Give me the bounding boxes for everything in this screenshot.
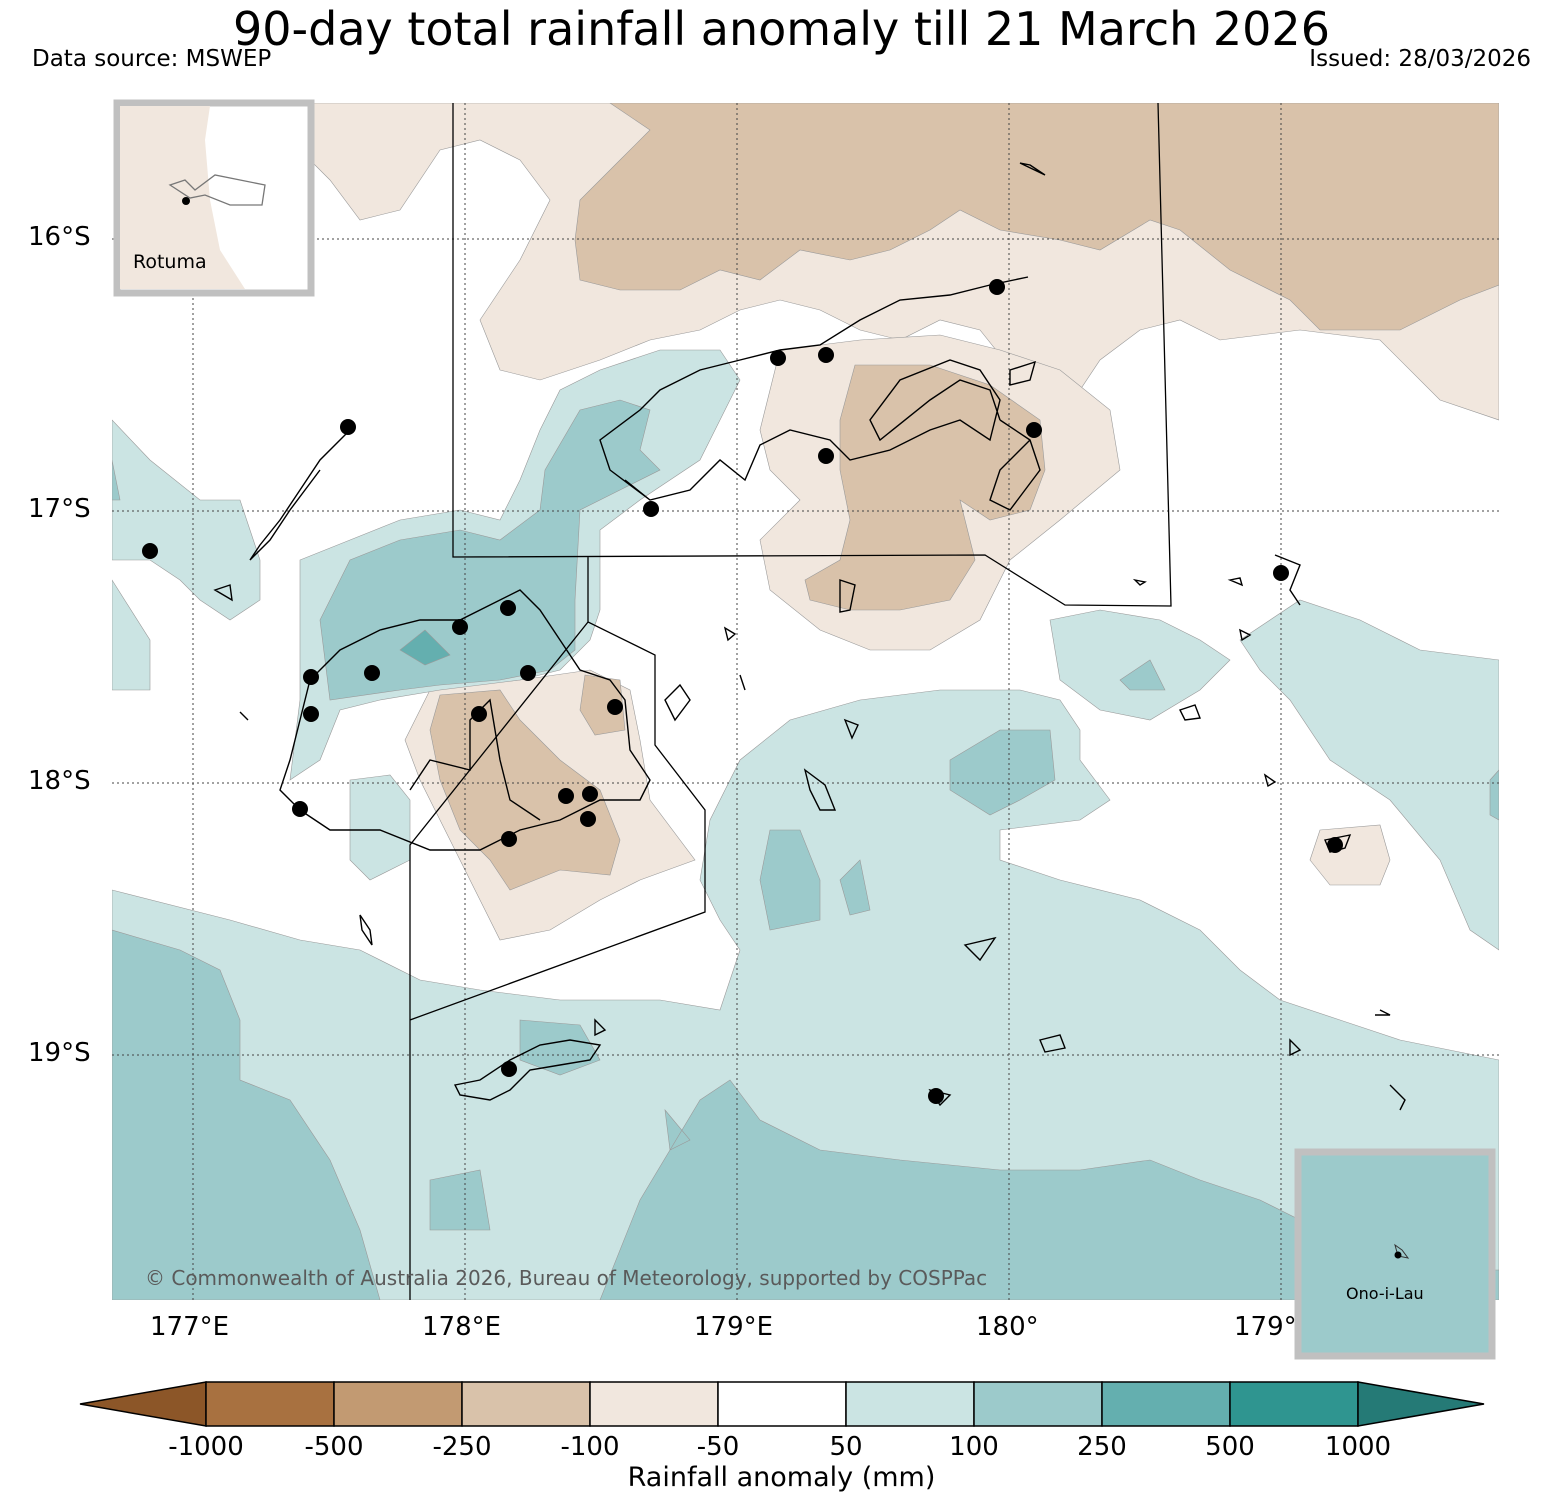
colorbar-extend-min	[79, 1381, 207, 1427]
issued-date-label: Issued: 28/03/2026	[1309, 46, 1531, 72]
colorbar-tick: -50	[696, 1432, 740, 1462]
station-marker	[607, 699, 623, 715]
wet-zone-central-medium	[759, 659, 1499, 931]
colorbar-tick: 50	[829, 1432, 863, 1462]
colorbar-tick: -1000	[168, 1432, 244, 1462]
station-marker	[580, 811, 596, 827]
inset-label-rotuma: Rotuma	[133, 251, 207, 273]
station-marker	[500, 600, 516, 616]
lat-label-19s: 19°S	[28, 1038, 91, 1068]
station-marker	[1026, 422, 1042, 438]
station-marker	[770, 350, 786, 366]
colorbar-bin	[717, 1381, 847, 1427]
data-source-label: Data source: MSWEP	[32, 46, 272, 72]
wet-zone-west-dark	[399, 629, 451, 666]
colorbar-tick: 500	[1205, 1432, 1255, 1462]
inset-ono-i-lau-overlay	[1294, 1148, 1496, 1360]
colorbar-bin	[589, 1381, 719, 1427]
station-marker	[303, 706, 319, 722]
station-marker	[501, 831, 517, 847]
lat-label-17s: 17°S	[28, 494, 91, 524]
lon-label-179w: 179°	[1234, 1312, 1297, 1342]
station-marker	[303, 669, 319, 685]
division-boundaries	[409, 103, 1172, 1300]
station-marker	[471, 706, 487, 722]
colorbar-bin	[205, 1381, 335, 1427]
station-markers	[142, 279, 1343, 1104]
colorbar-bin	[973, 1381, 1103, 1427]
map-frame	[112, 103, 1499, 1300]
station-marker	[582, 786, 598, 802]
station-marker	[364, 665, 380, 681]
inset-label-ono-i-lau: Ono-i-Lau	[1346, 1284, 1424, 1303]
lon-label-180: 180°	[976, 1312, 1039, 1342]
coastlines	[213, 162, 1406, 1111]
station-marker	[520, 665, 536, 681]
wet-zone-south-light	[112, 689, 1499, 1300]
coast-taveuni	[1009, 162, 1046, 386]
colorbar-tick: 250	[1077, 1432, 1127, 1462]
dry-zone-north-inner	[574, 103, 1499, 331]
colorbar-tick: -250	[432, 1432, 492, 1462]
station-marker	[1327, 837, 1343, 853]
colorbar-tick: -500	[304, 1432, 364, 1462]
station-marker	[818, 347, 834, 363]
colorbar	[79, 1381, 1485, 1427]
map-title: 90-day total rainfall anomaly till 21 Ma…	[233, 2, 1330, 56]
coast-kadavu	[453, 1039, 602, 1101]
station-marker	[643, 501, 659, 517]
station-marker	[142, 543, 158, 559]
lat-label-18s: 18°S	[28, 766, 91, 796]
lat-label-16s: 16°S	[28, 222, 91, 252]
colorbar-tick: 100	[949, 1432, 999, 1462]
colorbar-tick: -100	[560, 1432, 620, 1462]
station-marker	[989, 279, 1005, 295]
coast-yasawa	[249, 429, 351, 561]
lon-label-178e: 178°E	[422, 1312, 502, 1342]
dry-zone-vanua-levu-inner	[804, 364, 1046, 611]
station-marker	[558, 788, 574, 804]
coast-vanua-levu	[599, 276, 1041, 511]
colorbar-tick: 1000	[1324, 1432, 1392, 1462]
station-marker	[452, 619, 468, 635]
copyright-notice: © Commonwealth of Australia 2026, Bureau…	[145, 1266, 988, 1290]
lon-label-177e: 177°E	[150, 1312, 230, 1342]
wet-zone-west-medium	[112, 399, 661, 701]
colorbar-label: Rainfall anomaly (mm)	[627, 1462, 936, 1493]
station-marker	[292, 801, 308, 817]
colorbar-bin	[461, 1381, 591, 1427]
station-marker	[1273, 565, 1289, 581]
colorbar-bin	[1101, 1381, 1231, 1427]
coast-lau-islands	[213, 554, 1406, 1111]
colorbar-bin	[845, 1381, 975, 1427]
station-marker	[928, 1088, 944, 1104]
colorbar-extend-max	[1357, 1381, 1485, 1427]
station-marker	[818, 448, 834, 464]
colorbar-bin	[333, 1381, 463, 1427]
colorbar-bin	[1229, 1381, 1359, 1427]
wet-zone-south-medium	[112, 929, 1499, 1300]
lon-label-179e: 179°E	[694, 1312, 774, 1342]
station-marker	[501, 1061, 517, 1077]
inset-rotuma	[113, 99, 315, 297]
station-marker	[340, 419, 356, 435]
